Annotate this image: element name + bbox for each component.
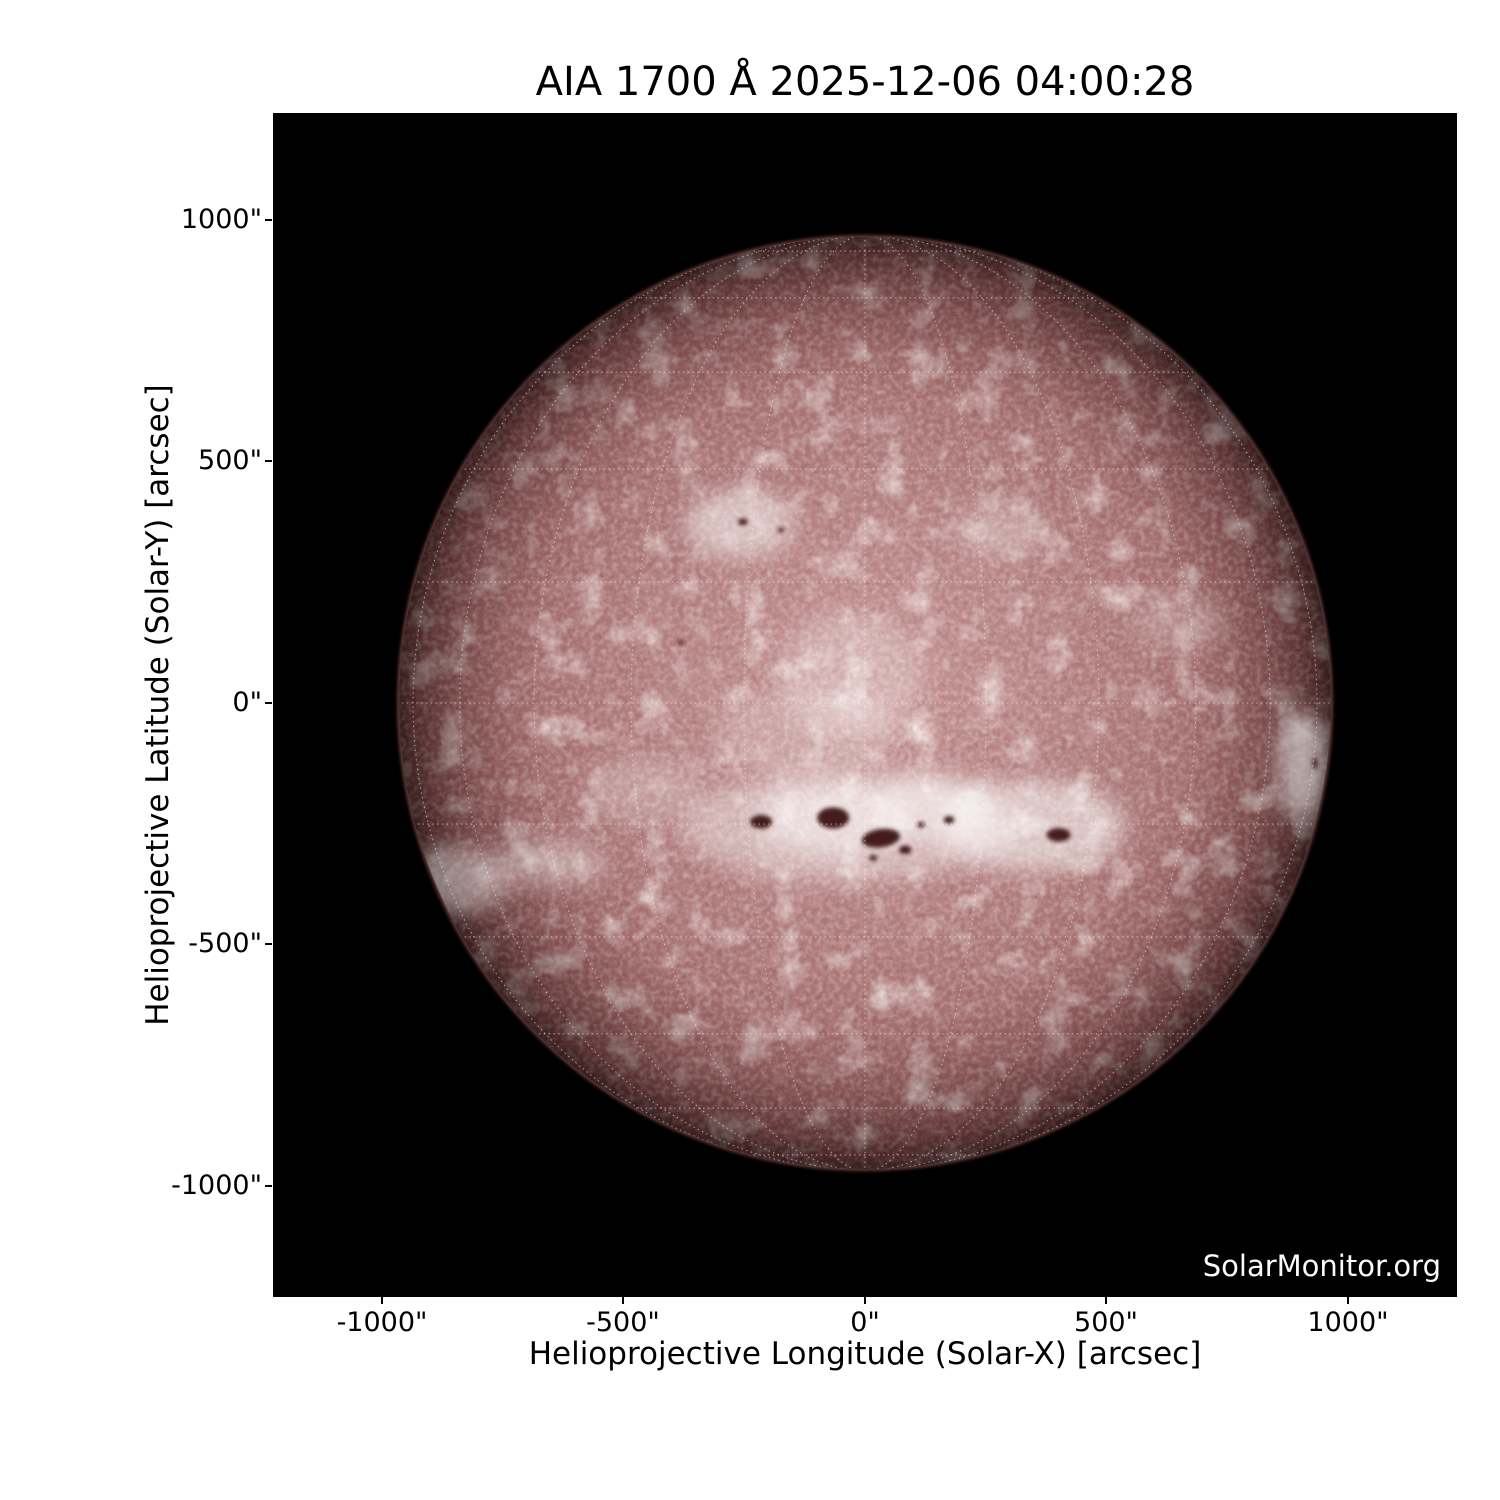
tick-mark (265, 460, 272, 462)
solar-disk-image (273, 113, 1457, 1297)
x-tick-label: 1000" (1307, 1307, 1389, 1338)
tick-mark (1105, 1297, 1107, 1304)
tick-mark (381, 1297, 383, 1304)
y-axis-label: Helioprojective Latitude (Solar-Y) [arcs… (140, 384, 176, 1026)
sunspot-groups (678, 518, 1318, 861)
plage-region (954, 505, 1047, 559)
sunspot (943, 815, 955, 824)
watermark-text: SolarMonitor.org (1202, 1249, 1441, 1283)
sunspot (898, 845, 912, 855)
sunspot (1312, 757, 1318, 770)
tick-mark (622, 1297, 624, 1304)
y-tick-label: 1000" (180, 204, 262, 235)
x-tick-label: 500" (1074, 1307, 1138, 1338)
sunspot (817, 807, 850, 829)
plage-region (683, 490, 795, 559)
plage-region (1278, 710, 1327, 822)
plage-region (495, 835, 607, 889)
sunspot (917, 821, 925, 828)
sunspot (1046, 828, 1071, 842)
tick-mark (265, 1185, 272, 1187)
sunspot (777, 527, 785, 533)
plage-region (1130, 591, 1228, 650)
heliographic-grid (399, 237, 1331, 1169)
y-tick-label: 0" (232, 687, 262, 718)
plot-title: AIA 1700 Å 2025-12-06 04:00:28 (535, 59, 1195, 105)
x-tick-label: 0" (850, 1307, 880, 1338)
tick-mark (864, 1297, 866, 1304)
sunspot (868, 855, 878, 861)
sunspot (738, 518, 748, 526)
tick-mark (1347, 1297, 1349, 1304)
y-tick-label: 500" (198, 445, 262, 476)
sunspot (750, 815, 773, 829)
plot-area: SolarMonitor.org (273, 113, 1457, 1297)
y-tick-label: -500" (188, 928, 262, 959)
x-axis-label: Helioprojective Longitude (Solar-X) [arc… (528, 1336, 1202, 1372)
plage-regions (400, 490, 1327, 914)
x-tick-label: -500" (586, 1307, 660, 1338)
plage-region (584, 756, 701, 824)
tick-mark (265, 702, 272, 704)
plage-region (715, 688, 899, 776)
tick-mark (265, 943, 272, 945)
tick-mark (265, 219, 272, 221)
sunspot (678, 639, 684, 645)
y-tick-label: -1000" (171, 1170, 262, 1201)
sunspot (861, 828, 901, 848)
sun-disk (397, 235, 1333, 1171)
x-tick-label: -1000" (336, 1307, 428, 1338)
